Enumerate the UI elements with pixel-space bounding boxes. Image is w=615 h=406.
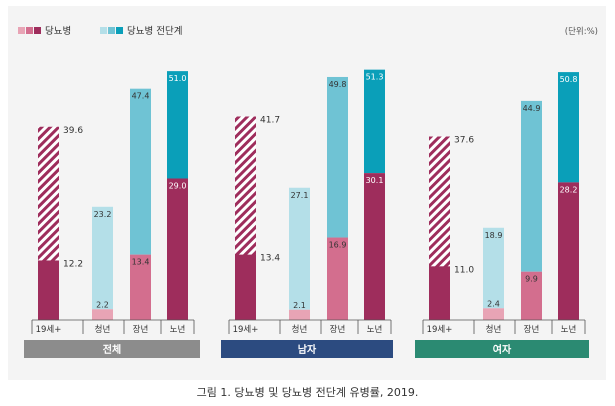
bar-diabetes bbox=[521, 271, 542, 320]
value-label-diabetes: 29.0 bbox=[169, 181, 187, 190]
figure-caption: 그림 1. 당뇨병 및 당뇨병 전단계 유병률, 2019. bbox=[196, 386, 419, 399]
tick-label: 노년 bbox=[367, 324, 383, 335]
bar-diabetes bbox=[289, 309, 310, 320]
bar-diabetes bbox=[167, 178, 188, 320]
value-label-diabetes: 13.4 bbox=[260, 254, 280, 264]
bar-diabetes bbox=[235, 254, 256, 320]
chart-panel: 당뇨병 당뇨병 전단계 (단위:%) 39.6 12.2 23.2 2.2 47.4 13.4 5… bbox=[8, 6, 606, 380]
tick-label: 노년 bbox=[170, 324, 186, 335]
value-label-diabetes: 2.4 bbox=[487, 299, 500, 308]
unit-label: (단위:%) bbox=[565, 26, 598, 37]
value-label-prediabetes: 37.6 bbox=[454, 136, 474, 146]
group-band bbox=[24, 340, 200, 358]
value-label-prediabetes: 23.2 bbox=[94, 210, 112, 219]
value-label-diabetes: 12.2 bbox=[63, 259, 83, 269]
legend-swatch bbox=[34, 27, 41, 34]
value-label-diabetes: 16.9 bbox=[329, 241, 347, 250]
value-label-diabetes: 9.9 bbox=[525, 275, 538, 284]
bar-prediabetes bbox=[327, 76, 348, 238]
value-label-prediabetes: 51.3 bbox=[366, 73, 384, 82]
tick-label: 장년 bbox=[524, 324, 540, 335]
value-label-prediabetes: 18.9 bbox=[485, 231, 503, 240]
group-band bbox=[221, 340, 393, 358]
tick-label: 노년 bbox=[561, 324, 577, 335]
value-label-diabetes: 2.1 bbox=[293, 301, 306, 310]
value-label-prediabetes: 44.9 bbox=[523, 104, 541, 113]
tick-label: 19세+ bbox=[427, 325, 453, 335]
tick-label: 청년 bbox=[486, 324, 502, 335]
value-label-prediabetes: 51.0 bbox=[169, 74, 187, 83]
legend-label: 당뇨병 bbox=[45, 26, 71, 37]
bar-diabetes bbox=[327, 237, 348, 320]
bar-prediabetes bbox=[483, 227, 504, 309]
bar-prediabetes bbox=[92, 206, 113, 310]
bar-prediabetes bbox=[521, 100, 542, 272]
bar-prediabetes bbox=[558, 72, 579, 183]
bar-diabetes bbox=[364, 173, 385, 320]
value-label-diabetes: 11.0 bbox=[454, 265, 474, 275]
value-label-prediabetes: 49.8 bbox=[329, 80, 347, 89]
bar-prediabetes bbox=[364, 69, 385, 174]
bar-diabetes bbox=[429, 266, 450, 320]
bar-prediabetes bbox=[130, 88, 151, 255]
tick-label: 장년 bbox=[133, 324, 149, 335]
chart-svg: 당뇨병 당뇨병 전단계 (단위:%) 39.6 12.2 23.2 2.2 47.4 13.4 5… bbox=[18, 25, 598, 358]
bar-diabetes bbox=[92, 309, 113, 320]
bar-diabetes bbox=[483, 308, 504, 320]
tick-label: 장년 bbox=[330, 324, 346, 335]
bar-diabetes bbox=[38, 260, 59, 320]
bar-diabetes bbox=[558, 182, 579, 320]
group-label: 전체 bbox=[103, 343, 121, 356]
value-label-diabetes: 28.2 bbox=[560, 185, 578, 194]
legend-swatch bbox=[108, 27, 115, 34]
value-label-diabetes: 30.1 bbox=[366, 176, 384, 185]
bar-prediabetes bbox=[167, 71, 188, 179]
value-label-diabetes: 2.2 bbox=[96, 300, 109, 309]
value-label-prediabetes: 27.1 bbox=[291, 191, 309, 200]
bar-prediabetes bbox=[289, 187, 310, 310]
tick-label: 청년 bbox=[292, 324, 308, 335]
tick-label: 19세+ bbox=[36, 325, 62, 335]
legend-swatch bbox=[100, 27, 107, 34]
value-label-diabetes: 13.4 bbox=[132, 258, 150, 267]
legend-swatch bbox=[116, 27, 123, 34]
group-label: 남자 bbox=[298, 343, 317, 356]
value-label-prediabetes: 50.8 bbox=[560, 75, 578, 84]
value-label-prediabetes: 39.6 bbox=[63, 126, 83, 136]
legend-label: 당뇨병 전단계 bbox=[127, 25, 182, 37]
group-label: 여자 bbox=[493, 343, 512, 356]
group-band bbox=[415, 340, 589, 358]
legend-swatch bbox=[26, 27, 33, 34]
value-label-prediabetes: 41.7 bbox=[260, 116, 280, 126]
value-label-prediabetes: 47.4 bbox=[132, 92, 150, 101]
bar-diabetes bbox=[130, 254, 151, 320]
tick-label: 청년 bbox=[95, 324, 111, 335]
legend-swatch bbox=[18, 27, 25, 34]
tick-label: 19세+ bbox=[233, 325, 259, 335]
